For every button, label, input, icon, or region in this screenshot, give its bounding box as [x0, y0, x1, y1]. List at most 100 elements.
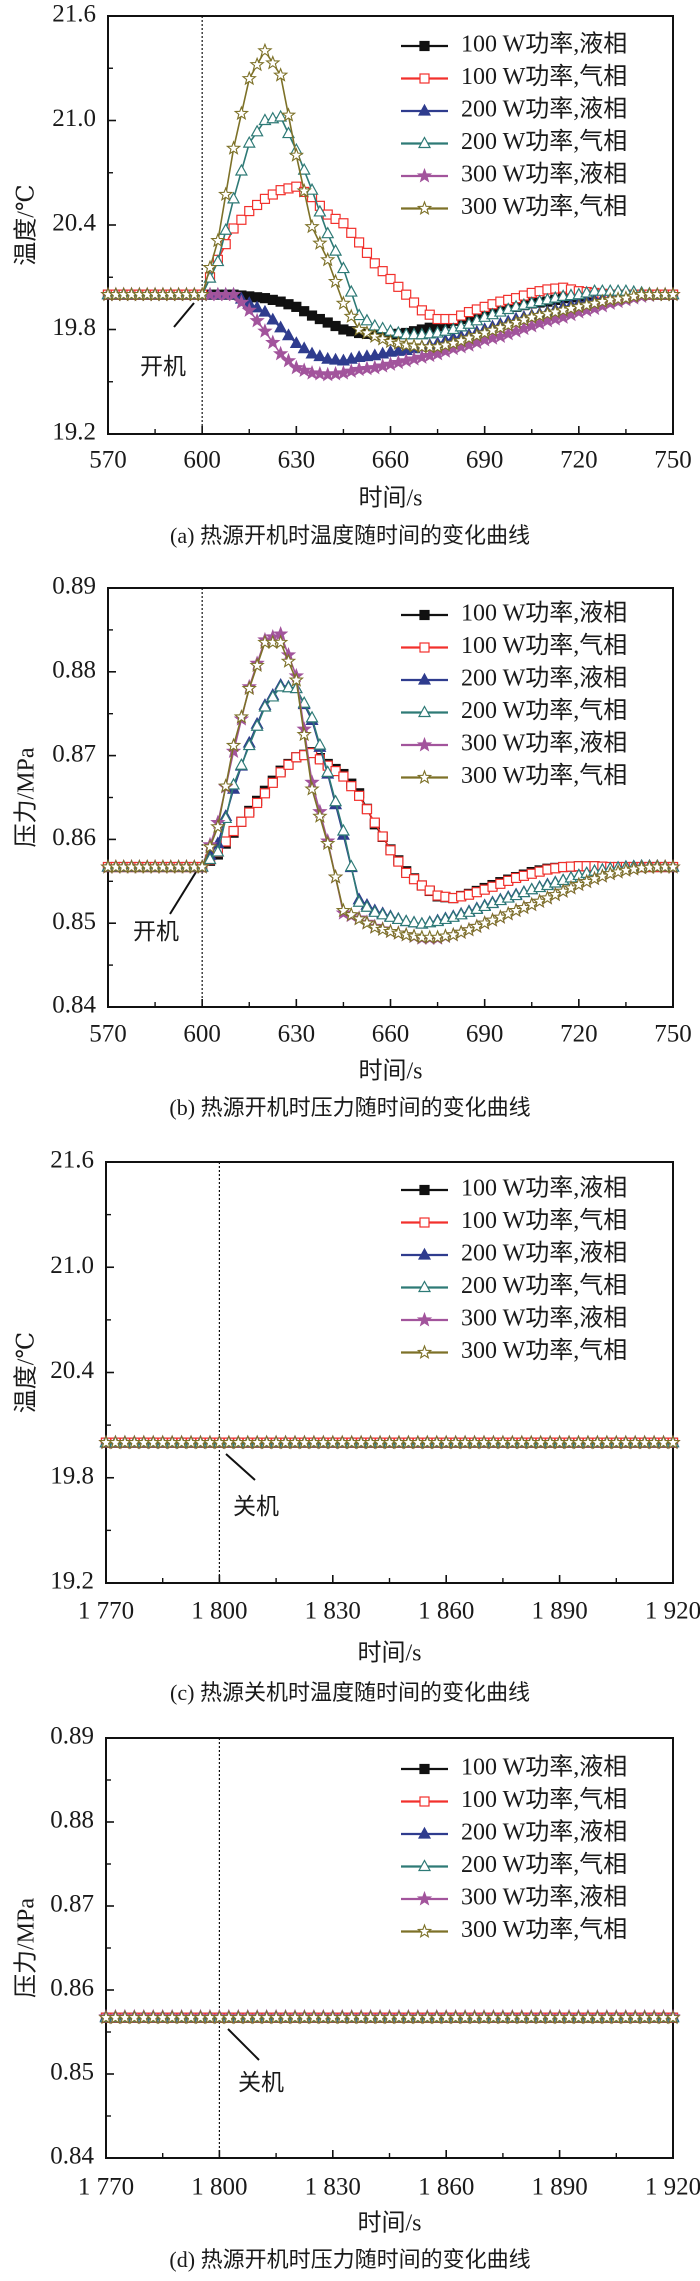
y-tick-label: 21.6 [50, 1147, 94, 1174]
data-point [227, 191, 241, 204]
data-point [297, 695, 311, 708]
data-point [249, 56, 265, 72]
y-tick-label: 21.0 [52, 105, 96, 132]
legend-marker-triangle-open-icon [417, 705, 432, 718]
data-point [343, 308, 359, 323]
data-point [321, 351, 335, 364]
data-point [665, 2009, 681, 2025]
legend-entry: 300 W功率,气相 [401, 762, 627, 789]
x-tick-label: 750 [654, 1021, 692, 1048]
data-point [305, 346, 319, 359]
legend-marker-star-filled-icon [416, 1890, 433, 1906]
legend-marker-triangle-open-icon [417, 1859, 432, 1872]
data-point [329, 794, 343, 807]
legend-marker-square-filled-icon [419, 40, 430, 52]
x-tick-label: 1 860 [418, 1598, 474, 1625]
y-tick-label: 0.89 [50, 1723, 94, 1750]
data-point [374, 331, 391, 346]
y-tick-label: 0.85 [52, 908, 96, 935]
x-tick-label: 630 [278, 447, 316, 474]
data-point [244, 205, 255, 217]
legend-label: 100 W功率,液相 [461, 1754, 627, 1781]
chart-panel-d: 0.84 0.85 0.86 0.87 0.88 0.89 1 770 1 800 1 830 1… [13, 1723, 700, 2272]
y-tick-label: 0.86 [52, 824, 96, 851]
data-point [338, 771, 349, 782]
legend-label: 100 W功率,气相 [461, 1786, 627, 1813]
x-tick-label: 600 [183, 447, 221, 474]
data-point [329, 243, 343, 256]
data-point [194, 858, 210, 874]
y-tick-label: 0.88 [52, 657, 96, 684]
legend-entry: 100 W功率,液相 [401, 600, 627, 627]
y-tick-label: 19.8 [52, 314, 96, 341]
data-point [233, 105, 250, 121]
data-point [313, 737, 327, 750]
data-point [665, 286, 681, 302]
data-point [351, 321, 367, 337]
data-point [398, 926, 414, 942]
data-point [251, 199, 263, 211]
annotation-leader-line [173, 302, 195, 328]
series-6 [98, 2009, 681, 2025]
data-point [211, 844, 225, 857]
x-tick-label: 1 920 [645, 2174, 700, 2201]
data-point [390, 335, 407, 350]
legend-label: 300 W功率,液相 [461, 161, 627, 188]
data-point [241, 70, 257, 86]
legend-entry: 200 W功率,液相 [401, 1240, 627, 1267]
annotation-leader-line [169, 871, 197, 915]
data-point [218, 778, 234, 793]
y-tick-label: 20.4 [52, 210, 96, 237]
data-point [288, 147, 305, 162]
data-point [407, 915, 421, 928]
data-point [203, 852, 217, 865]
data-point [297, 341, 311, 354]
legend-label: 100 W功率,气相 [461, 632, 627, 659]
data-point [312, 365, 328, 381]
legend-label: 100 W功率,液相 [461, 31, 627, 58]
series-6 [100, 634, 681, 944]
data-point [258, 699, 272, 712]
x-tick-label: 1 800 [191, 2174, 247, 2201]
legend-marker-star-open-icon [416, 200, 433, 216]
data-point [665, 858, 681, 874]
data-point [280, 107, 297, 122]
legend-label: 300 W功率,气相 [461, 1916, 627, 1943]
data-point [250, 719, 264, 731]
data-point [304, 218, 320, 234]
data-point [335, 902, 352, 918]
figure-caption: (a) 热源开机时温度随时间的变化曲线 [170, 523, 530, 548]
data-point [297, 162, 311, 175]
data-point [401, 289, 412, 300]
data-point [351, 910, 367, 926]
data-point [359, 324, 375, 340]
data-point [313, 204, 327, 217]
data-point [336, 261, 350, 274]
data-point [393, 281, 404, 292]
x-tick-label: 1 830 [305, 2174, 361, 2201]
y-axis-title: 温度/℃ [13, 1332, 40, 1414]
annotation-label: 开机 [140, 354, 186, 379]
legend-entry: 300 W功率,液相 [401, 730, 627, 757]
data-point [266, 312, 280, 325]
x-tick-label: 600 [183, 1021, 221, 1048]
data-point [304, 364, 320, 380]
x-tick-label: 570 [89, 447, 127, 474]
data-point [398, 337, 414, 352]
data-point [281, 680, 296, 693]
data-point [225, 737, 242, 753]
legend-label: 300 W功率,气相 [461, 1337, 627, 1364]
data-point [236, 214, 247, 225]
figure-caption: (c) 热源关机时温度随时间的变化曲线 [170, 1680, 530, 1705]
legend-label: 300 W功率,液相 [461, 1884, 627, 1911]
y-tick-label: 21.0 [50, 1252, 94, 1279]
data-point [296, 362, 312, 377]
legend-marker-square-open-icon [419, 73, 430, 84]
data-point [291, 181, 302, 192]
data-point [346, 781, 357, 792]
data-point [234, 757, 248, 770]
data-point [275, 767, 286, 778]
y-tick-label: 0.87 [50, 1891, 94, 1918]
data-point [335, 295, 352, 310]
